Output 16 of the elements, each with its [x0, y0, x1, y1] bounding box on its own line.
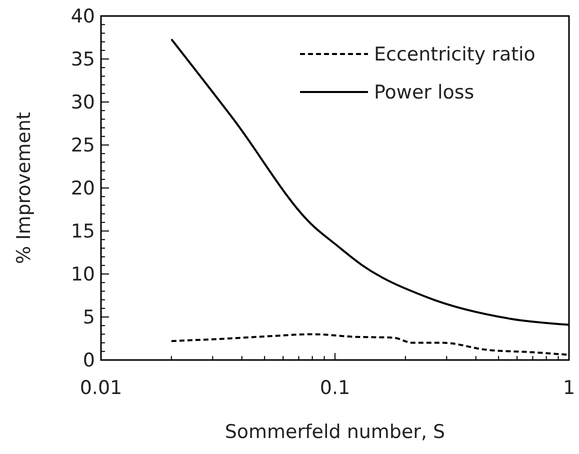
legend-label: Eccentricity ratio	[374, 44, 536, 66]
y-tick-label: 0	[82, 350, 95, 372]
x-tick-label: 0.01	[80, 377, 122, 399]
legend-label: Power loss	[374, 82, 474, 104]
y-tick-label: 30	[70, 92, 95, 114]
x-axis-title: Sommerfeld number, S	[224, 421, 446, 443]
y-tick-label: 10	[70, 264, 95, 286]
x-tick-label: 0.1	[320, 377, 350, 399]
y-tick-label: 15	[70, 220, 95, 243]
y-tick-label: 20	[70, 178, 95, 200]
y-axis-title: % Improvement	[13, 112, 35, 264]
y-tick-label: 40	[70, 6, 95, 28]
y-tick-label: 35	[70, 48, 95, 71]
x-tick-label: 1	[562, 377, 576, 399]
y-tick-label: 25	[70, 134, 95, 157]
y-tick-label: 5	[82, 306, 95, 329]
